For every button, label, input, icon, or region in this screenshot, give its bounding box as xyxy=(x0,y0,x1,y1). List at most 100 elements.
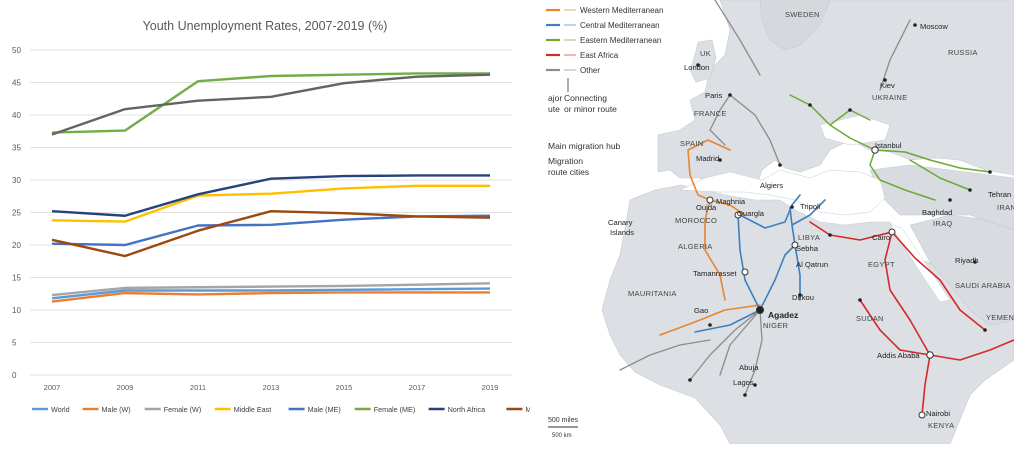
y-tick-label: 40 xyxy=(12,111,21,120)
series-line-middle-east xyxy=(51,184,490,223)
y-tick-label: 5 xyxy=(12,339,17,348)
city-label: Tamanrasset xyxy=(693,269,737,278)
city-label: Maghnia xyxy=(716,197,746,206)
city-label: Istanbul xyxy=(875,141,902,150)
country-label: IRAN xyxy=(997,203,1014,212)
y-tick-label: 25 xyxy=(12,209,21,218)
country-label: UK xyxy=(700,49,711,58)
country-label: MAURITANIA xyxy=(628,289,677,298)
country-label: SPAIN xyxy=(680,139,703,148)
chart-svg: Youth Unemployment Rates, 2007-2019 (%) … xyxy=(12,19,632,414)
map-legend: Western Mediterranean Central Mediterrane… xyxy=(534,2,680,177)
mediterranean-sea xyxy=(679,169,886,216)
y-tick-label: 45 xyxy=(12,79,21,88)
city-label: Cairo xyxy=(872,233,890,242)
country-label: MOROCCO xyxy=(675,216,717,225)
y-tick-label: 30 xyxy=(12,176,21,185)
x-tick-label: 2011 xyxy=(190,383,206,392)
country-label: YEMEN xyxy=(986,313,1014,322)
migration-map: Western Mediterranean Central Mediterrane… xyxy=(530,0,1014,445)
legend-entry: Female (ME) xyxy=(374,405,416,414)
map-legend-items: Western Mediterranean Central Mediterrane… xyxy=(546,6,663,75)
city-label: Algiers xyxy=(760,181,783,190)
legend-route-label: Central Mediterranean xyxy=(580,21,660,30)
x-axis-ticks: 2007 2009 2011 2013 2015 2017 2019 xyxy=(44,383,499,392)
y-tick-label: 50 xyxy=(12,46,21,55)
city-label: Agadez xyxy=(768,310,798,320)
series-line-male-na xyxy=(51,209,491,258)
city-dots xyxy=(688,23,992,397)
series-line-north-africa xyxy=(51,174,490,217)
city-label: Ouargla xyxy=(737,209,765,218)
legend-minor-route-label-2: or minor route xyxy=(564,104,617,114)
legend-route-label: Western Mediterranean xyxy=(580,6,663,15)
route-western-mediterranean xyxy=(659,139,761,336)
legend-major-route-label: ajor xyxy=(548,93,562,103)
country-label: FRANCE xyxy=(694,109,727,118)
y-tick-label: 20 xyxy=(12,241,21,250)
route-central-mediterranean xyxy=(694,194,826,333)
city-label: Oujda xyxy=(696,203,717,212)
region-label-canary-2: Islands xyxy=(610,228,634,237)
country-label: EGYPT xyxy=(868,260,895,269)
country-label: LIBYA xyxy=(798,233,820,242)
legend-minor-route-label: Connecting xyxy=(564,93,607,103)
country-label: NIGER xyxy=(763,321,789,330)
city-label: Sebha xyxy=(796,244,819,253)
y-tick-label: 35 xyxy=(12,144,21,153)
y-tick-label: 15 xyxy=(12,274,21,283)
city-label: Baghdad xyxy=(922,208,952,217)
x-tick-label: 2019 xyxy=(482,383,499,392)
city-label: Addis Ababa xyxy=(877,351,920,360)
migration-map-panel: Western Mediterranean Central Mediterrane… xyxy=(530,0,1014,445)
city-label: Abuja xyxy=(739,363,759,372)
city-label: Nairobi xyxy=(926,409,950,418)
city-label: Riyadh xyxy=(955,256,979,265)
city-label: Lagos xyxy=(733,378,754,387)
city-label: Al Qatrun xyxy=(796,260,828,269)
legend-route-label: Other xyxy=(580,66,600,75)
series-line-male-me xyxy=(51,214,491,247)
legend-entry: Middle East xyxy=(234,405,272,414)
legend-major-route-label-2: ute xyxy=(548,104,560,114)
y-tick-label: 10 xyxy=(12,306,21,315)
series-line-female-na xyxy=(51,73,491,136)
series-lines xyxy=(51,72,491,303)
grid-lines xyxy=(30,49,512,376)
y-tick-label: 0 xyxy=(12,371,17,380)
route-lines xyxy=(619,0,1014,416)
legend-entry: Male (ME) xyxy=(308,405,341,414)
x-tick-label: 2007 xyxy=(44,383,61,392)
city-label: Tripoli xyxy=(800,202,821,211)
city-label: Tehran xyxy=(988,190,1011,199)
legend-route-label: East Africa xyxy=(580,51,619,60)
country-label: SUDAN xyxy=(856,314,884,323)
y-axis-ticks: 0 5 10 15 20 25 30 35 40 45 50 xyxy=(12,46,21,380)
route-eastern-mediterranean xyxy=(789,94,991,201)
city-label: Madrid xyxy=(696,154,719,163)
country-label: RUSSIA xyxy=(948,48,978,57)
legend-hub-label: Main migration hub xyxy=(548,141,621,151)
city-label: Dirkou xyxy=(792,293,814,302)
city-label: London xyxy=(684,63,709,72)
country-label: ALGERIA xyxy=(678,242,713,251)
country-label: KENYA xyxy=(928,421,954,430)
route-east-africa xyxy=(809,221,1014,416)
chart-title: Youth Unemployment Rates, 2007-2019 (%) xyxy=(143,19,388,33)
scale-bar: 500 miles 500 km xyxy=(548,417,578,439)
legend-entry: North Africa xyxy=(448,405,486,414)
x-tick-label: 2017 xyxy=(409,383,426,392)
legend-entry: Female (W) xyxy=(164,405,202,414)
series-line-world xyxy=(51,287,491,300)
region-label-canary-1: Canary xyxy=(608,218,633,227)
x-tick-label: 2009 xyxy=(117,383,134,392)
legend-entry: Male (W) xyxy=(102,405,131,414)
series-line-male-w xyxy=(51,291,490,303)
scale-sublabel: 500 km xyxy=(552,433,572,439)
legend-route-label: Eastern Mediterranean xyxy=(580,36,661,45)
migration-hubs xyxy=(706,146,934,419)
chart-legend: World Male (W) Female (W) Middle East Male (… xyxy=(32,405,632,414)
legend-entry: World xyxy=(51,405,70,414)
legend-cities-label-1: Migration xyxy=(548,156,583,166)
series-line-female-w xyxy=(51,282,491,297)
